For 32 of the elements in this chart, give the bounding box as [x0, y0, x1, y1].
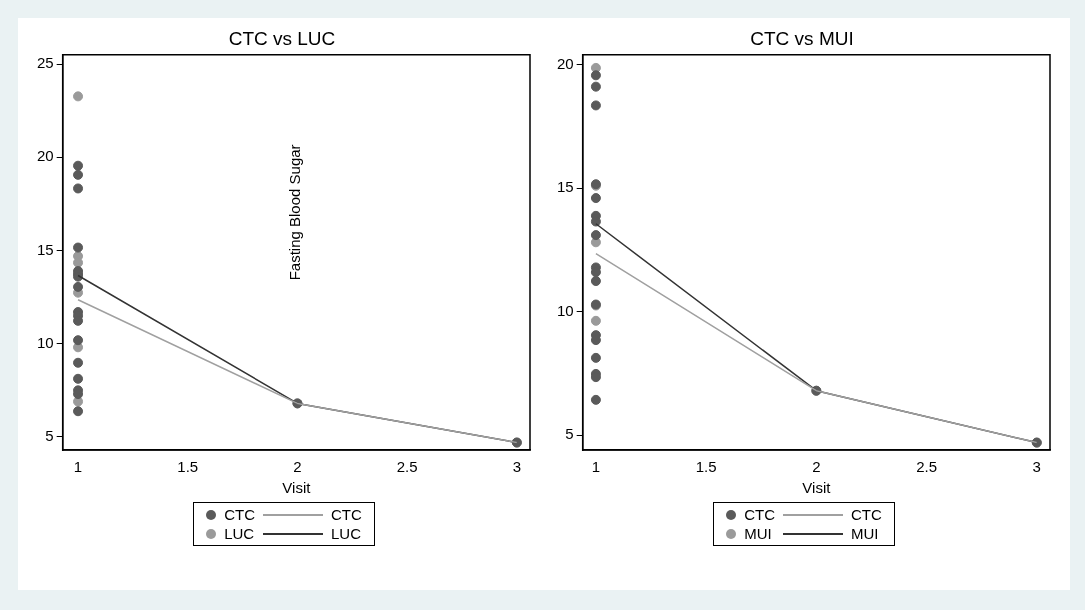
x-tick-label: 2: [293, 458, 302, 476]
x-tick-label: 1.5: [177, 458, 199, 476]
x-tick-label: 1: [591, 458, 601, 476]
chart-title: CTC vs MUI: [750, 27, 854, 49]
x-tick-label: 2.5: [916, 458, 937, 476]
x-tick-label: 3: [1032, 458, 1041, 476]
x-axis-title: Visit: [282, 479, 312, 497]
y-tick-label: 20: [557, 54, 574, 72]
y-tick-label: 15: [37, 240, 54, 258]
legend-label: CTC: [744, 506, 775, 523]
x-tick-label: 3: [512, 458, 522, 476]
y-tick-label: 25: [37, 54, 54, 72]
legend-label: LUC: [224, 525, 255, 542]
y-tick-label: 5: [565, 425, 574, 443]
chart-title: CTC vs LUC: [228, 27, 336, 49]
legend-label: CTC: [331, 506, 362, 523]
annotation: Fasting Blood Sugar: [286, 144, 304, 281]
legend-label: MUI: [744, 525, 773, 542]
y-tick-label: 5: [45, 427, 54, 445]
x-tick-label: 2: [812, 458, 821, 476]
y-tick-label: 20: [37, 147, 54, 165]
x-tick-label: 2.5: [396, 458, 418, 476]
legend-label: CTC: [851, 506, 882, 523]
x-axis-title: Visit: [802, 479, 832, 497]
y-tick-label: 10: [557, 301, 574, 319]
y-tick-label: 10: [37, 333, 54, 351]
y-tick-label: 15: [557, 178, 574, 196]
legend-label: MUI: [851, 525, 880, 542]
legend-label: CTC: [224, 506, 255, 523]
x-tick-label: 1.5: [695, 458, 717, 476]
legend-label: LUC: [331, 525, 362, 542]
x-tick-label: 1: [73, 458, 83, 476]
